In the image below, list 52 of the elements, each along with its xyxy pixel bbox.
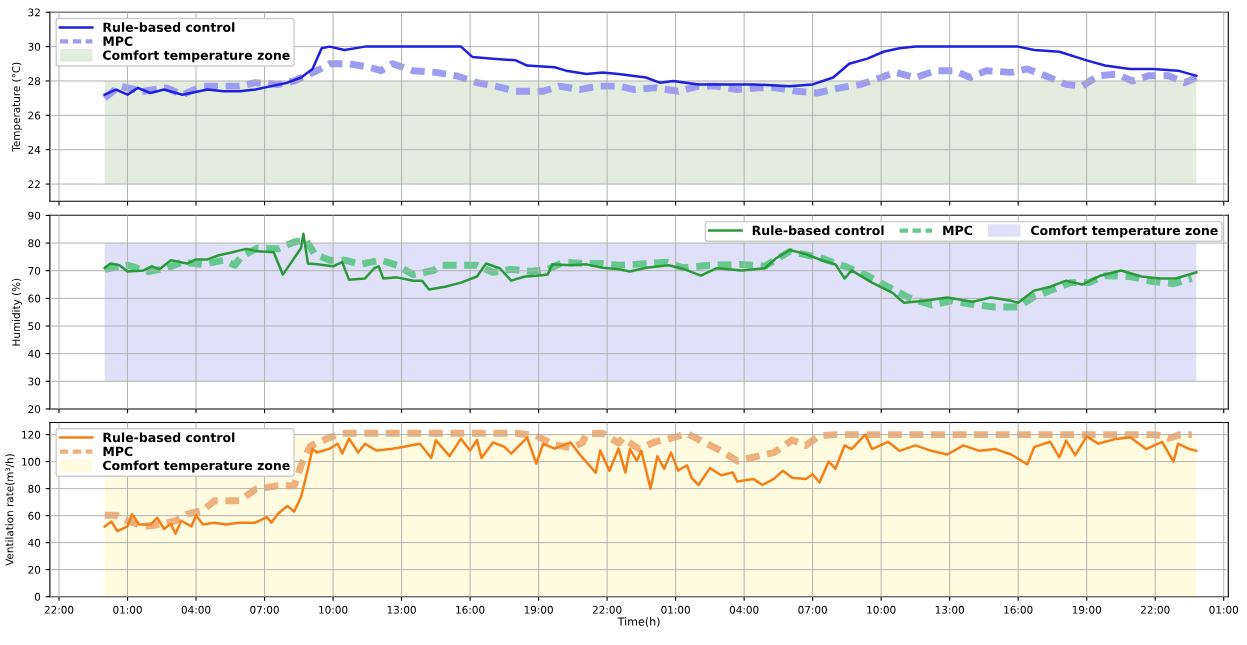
y-tick-label: 60 (28, 511, 41, 520)
x-tick-label: 04:00 (181, 605, 211, 614)
y-tick-label: 40 (28, 349, 41, 358)
x-tick-label: 07:00 (250, 605, 279, 614)
x-tick-label: 01:00 (661, 605, 690, 614)
y-tick-label: 120 (22, 430, 41, 439)
y-tick-label: 60 (28, 294, 41, 303)
x-tick-label: 01:00 (1209, 605, 1239, 614)
legend-label: MPC (103, 446, 133, 457)
band-label: Comfort temperature zone (103, 460, 290, 473)
x-tick-label: 04:00 (729, 605, 759, 614)
x-tick-label: 19:00 (524, 605, 553, 614)
y-tick-label: 28 (28, 77, 41, 86)
x-tick-label: 22:00 (44, 605, 74, 614)
y-tick-label: 100 (22, 457, 41, 466)
y-tick-label: 20 (28, 405, 41, 414)
x-tick-label: 22:00 (592, 605, 622, 614)
y-axis-title: Humidity (%) (11, 278, 23, 346)
legend-label: Rule-based control (103, 22, 235, 32)
x-tick-label: 13:00 (387, 605, 416, 614)
y-tick-label: 32 (28, 8, 40, 17)
x-axis-title: Time(h) (617, 617, 660, 628)
y-tick-label: 24 (28, 145, 41, 154)
y-tick-label: 80 (28, 239, 41, 248)
legend-label: Rule-based control (752, 225, 884, 236)
x-tick-label: 19:00 (1072, 605, 1102, 614)
legend-label: Comfort temperature zone (1031, 225, 1218, 238)
y-tick-label: 40 (28, 538, 41, 547)
x-tick-label: 16:00 (456, 605, 485, 614)
y-tick-label: 26 (28, 111, 41, 120)
y-tick-label: 20 (28, 565, 41, 574)
legend-label: MPC (103, 36, 133, 46)
y-tick-label: 90 (28, 211, 41, 220)
x-tick-label: 10:00 (319, 605, 348, 614)
x-tick-label: 10:00 (867, 605, 896, 614)
y-tick-label: 70 (28, 266, 41, 275)
y-axis-title: Temperature (°C) (11, 62, 23, 152)
x-tick-label: 16:00 (1004, 605, 1033, 614)
x-tick-label: 07:00 (798, 605, 827, 614)
y-axis-title: Ventilation rate(m³/h) (5, 454, 15, 566)
y-tick-label: 80 (28, 484, 41, 493)
y-tick-label: 50 (28, 322, 41, 331)
y-tick-label: 0 (34, 592, 41, 601)
y-tick-label: 22 (28, 180, 40, 189)
legend-label: Comfort temperature zone (103, 50, 290, 63)
y-tick-label: 30 (28, 42, 41, 51)
x-tick-label: 13:00 (935, 605, 964, 614)
x-tick-label: 22:00 (1140, 605, 1170, 614)
x-tick-label: 01:00 (113, 605, 142, 614)
legend-label: MPC (943, 225, 973, 236)
legend-label: Rule-based control (103, 432, 235, 443)
y-tick-label: 30 (28, 377, 41, 386)
